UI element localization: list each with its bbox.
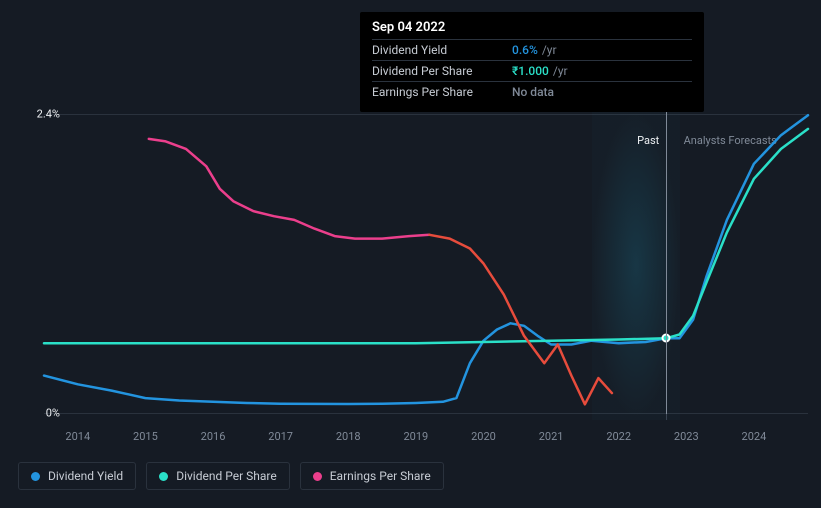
legend-item[interactable]: Dividend Per Share xyxy=(146,462,290,490)
series-dividend_yield xyxy=(44,115,808,404)
legend-label: Dividend Yield xyxy=(48,469,123,483)
tooltip-key: Dividend Yield xyxy=(372,43,512,57)
tooltip-unit: /yr xyxy=(553,64,568,78)
x-tick: 2021 xyxy=(539,430,564,443)
legend-item[interactable]: Earnings Per Share xyxy=(300,462,444,490)
tooltip-value: No data xyxy=(512,85,554,99)
tooltip-title: Sep 04 2022 xyxy=(372,20,692,39)
x-tick: 2015 xyxy=(133,430,158,443)
legend-dot-icon xyxy=(313,472,322,481)
legend-label: Dividend Per Share xyxy=(176,469,277,483)
plot-region[interactable]: Past Analysts Forecasts xyxy=(44,110,808,420)
x-tick: 2024 xyxy=(742,430,767,443)
tooltip-row: Dividend Yield0.6% /yr xyxy=(372,39,692,60)
tooltip: Sep 04 2022 Dividend Yield0.6%/yrDividen… xyxy=(360,12,704,112)
tooltip-guide-line xyxy=(666,100,667,414)
x-tick: 2018 xyxy=(336,430,361,443)
x-tick: 2017 xyxy=(268,430,293,443)
legend-item[interactable]: Dividend Yield xyxy=(18,462,136,490)
legend-dot-icon xyxy=(31,472,40,481)
x-tick: 2022 xyxy=(606,430,631,443)
x-tick: 2019 xyxy=(403,430,428,443)
x-tick: 2016 xyxy=(201,430,226,443)
tooltip-unit: /yr xyxy=(542,43,557,57)
tooltip-key: Dividend Per Share xyxy=(372,64,512,78)
plot-svg xyxy=(44,110,808,420)
tooltip-row: Dividend Per Share₹1.000/yr xyxy=(372,60,692,81)
x-tick: 2020 xyxy=(471,430,496,443)
legend-label: Earnings Per Share xyxy=(330,469,431,483)
tooltip-row: Earnings Per ShareNo data xyxy=(372,81,692,102)
legend-dot-icon xyxy=(159,472,168,481)
tooltip-key: Earnings Per Share xyxy=(372,85,512,99)
series-earnings_per_share xyxy=(149,139,430,239)
x-tick: 2014 xyxy=(65,430,90,443)
tooltip-value: ₹1.000 xyxy=(512,64,549,78)
tooltip-value: 0.6% xyxy=(512,43,538,57)
x-axis: 2014 2015 2016 2017 2018 2019 2020 2021 2022 2023… xyxy=(44,430,821,450)
series-earnings_per_share xyxy=(429,235,612,404)
x-tick: 2023 xyxy=(674,430,699,443)
legend: Dividend Yield Dividend Per Share Earnings… xyxy=(18,462,444,490)
